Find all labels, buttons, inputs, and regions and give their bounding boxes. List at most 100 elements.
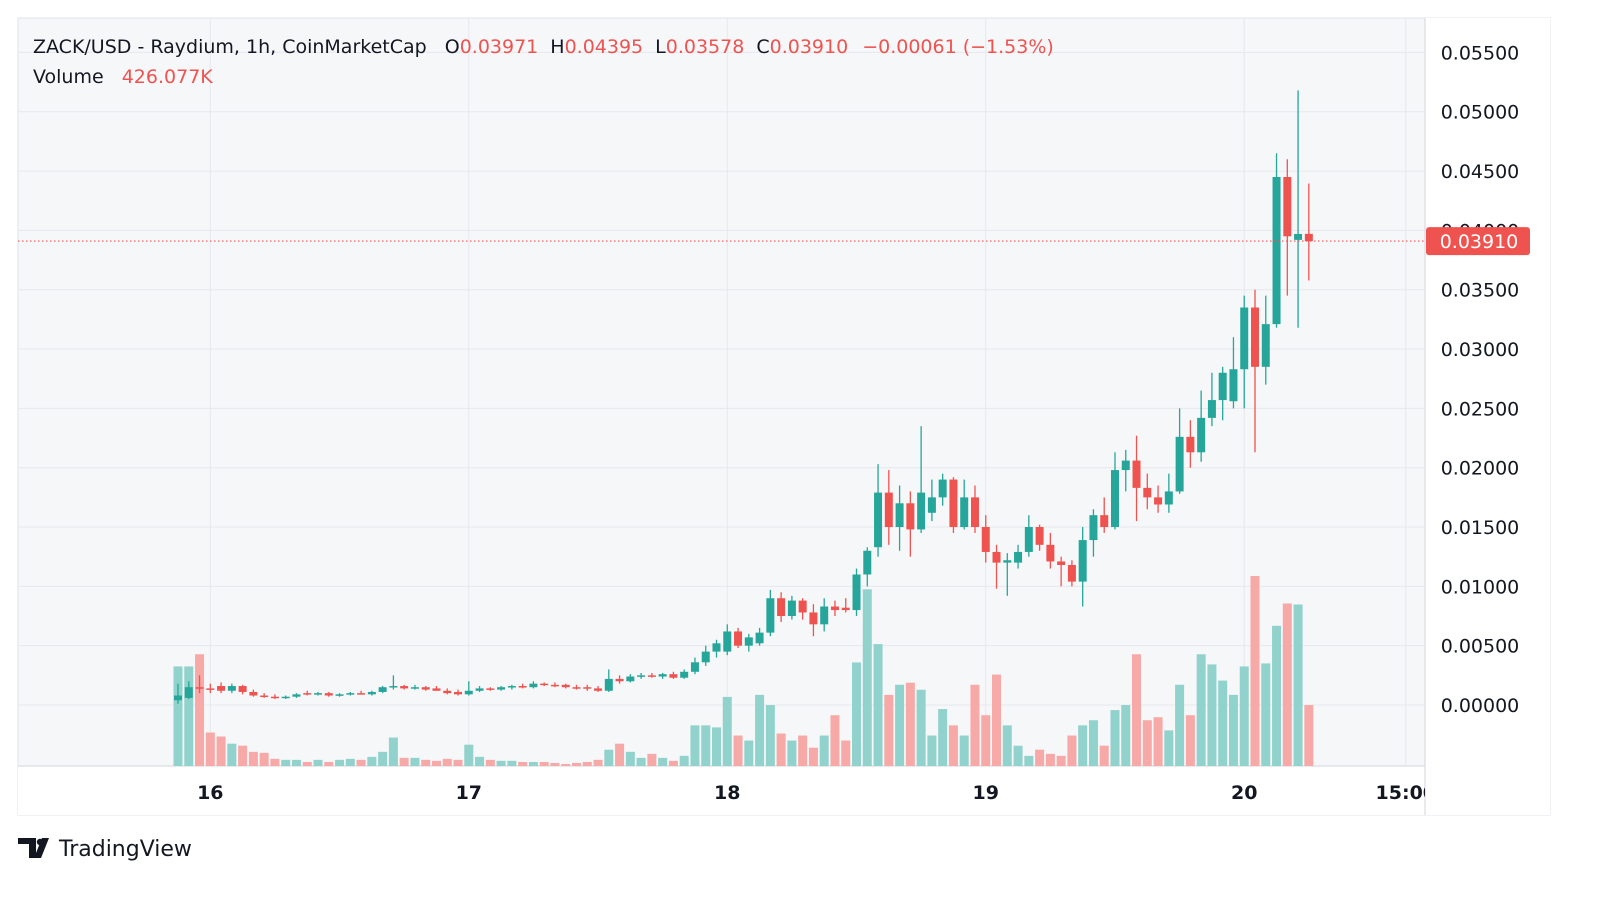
candle-body <box>669 674 678 678</box>
volume-bar <box>647 753 657 766</box>
volume-bar <box>1153 717 1163 766</box>
candle-body <box>1110 470 1119 528</box>
x-tick-label: 20 <box>1231 782 1257 804</box>
legend-key: L <box>655 36 666 58</box>
legend-volume-name: Volume <box>33 66 104 88</box>
candle-body <box>367 691 376 695</box>
candle-body <box>260 695 269 698</box>
volume-bar <box>345 758 355 766</box>
candle-body <box>410 687 419 689</box>
volume-bar <box>1164 730 1174 766</box>
candle-body <box>378 687 387 692</box>
y-tick-label: 0.03500 <box>1441 280 1520 302</box>
candle-body <box>626 676 635 682</box>
candle-body <box>809 612 818 625</box>
candle-body <box>874 492 883 548</box>
volume-bar <box>335 759 345 766</box>
volume-bar <box>1142 720 1152 766</box>
candle-body <box>734 631 743 646</box>
candle-body <box>357 693 366 695</box>
candle-body <box>324 693 333 696</box>
volume-bar <box>431 760 441 766</box>
volume-bar <box>765 705 775 766</box>
candle-body <box>1261 324 1270 367</box>
candle-body <box>529 683 538 688</box>
legend-key: H <box>550 36 564 58</box>
volume-bar <box>948 725 958 766</box>
volume-bar <box>755 694 765 766</box>
volume-bar <box>173 666 183 766</box>
x-tick-label: 15:00 <box>1376 782 1436 804</box>
candle-body <box>637 675 646 677</box>
candle-body <box>1014 551 1023 563</box>
volume-bar <box>722 696 732 766</box>
volume-bar <box>1272 625 1282 766</box>
volume-bar <box>485 759 495 766</box>
candle-body <box>895 503 904 528</box>
candle-body <box>949 479 958 528</box>
volume-bar <box>184 666 194 766</box>
volume-bar <box>1304 705 1314 766</box>
volume-bar <box>701 725 711 766</box>
volume-bar <box>970 684 980 766</box>
candle-body <box>798 600 807 613</box>
candle-body <box>270 696 279 699</box>
candle-body <box>1035 527 1044 545</box>
volume-bar <box>453 759 463 766</box>
candle-body <box>970 497 979 528</box>
volume-bar <box>238 745 248 766</box>
volume-bar <box>1099 745 1109 766</box>
candle-body <box>335 694 344 696</box>
candle-body <box>1143 487 1152 498</box>
volume-bar <box>302 761 312 766</box>
price-axis: 0.00000 0.00500 0.01000 0.01500 0.02000 0.025… <box>1426 42 1530 717</box>
volume-bar <box>1175 684 1185 766</box>
volume-bar <box>1185 715 1195 766</box>
candle-body <box>615 678 624 682</box>
volume-bar <box>410 757 420 766</box>
volume-bar <box>1196 654 1206 766</box>
volume-bar <box>733 735 743 766</box>
candle-body <box>1272 176 1281 325</box>
y-tick-label: 0.01500 <box>1441 517 1520 539</box>
candle-body <box>1283 176 1292 237</box>
volume-bar <box>270 758 280 766</box>
volume-bar <box>1078 725 1088 766</box>
volume-bar <box>1056 755 1066 766</box>
watermark-logo <box>18 838 49 858</box>
volume-bar <box>496 760 506 766</box>
volume-bar <box>690 725 700 766</box>
volume-bar <box>658 757 668 766</box>
candle-body <box>1078 540 1087 582</box>
volume-bar <box>442 758 452 766</box>
volume-bar <box>1293 604 1303 766</box>
volume-bar <box>787 740 797 766</box>
x-tick-label: 17 <box>456 782 482 804</box>
volume-bar <box>248 751 258 766</box>
candle-body <box>1175 436 1184 492</box>
candle-body <box>292 694 301 697</box>
volume-bar <box>1035 749 1045 766</box>
volume-bar <box>388 737 398 766</box>
candle-body <box>690 662 699 672</box>
volume-bar <box>1282 603 1292 766</box>
candle-body <box>917 492 926 530</box>
candle-body <box>680 671 689 678</box>
candle-body <box>195 687 204 689</box>
candle-body <box>1046 544 1055 562</box>
y-tick-label: 0.01000 <box>1441 576 1520 598</box>
candle-body <box>572 687 581 689</box>
candle-body <box>755 632 764 644</box>
candle-body <box>960 497 969 528</box>
volume-pane <box>173 576 1314 766</box>
candle-body <box>820 606 829 625</box>
volume-bar <box>776 733 786 766</box>
legend-value: 0.03971 <box>460 36 539 58</box>
volume-bar <box>830 715 840 766</box>
candle-body <box>1207 400 1216 418</box>
volume-bar <box>1250 576 1260 766</box>
volume-bar <box>1207 664 1217 766</box>
candle-body <box>841 607 850 611</box>
candle-body <box>981 527 990 552</box>
volume-bar <box>852 662 862 766</box>
